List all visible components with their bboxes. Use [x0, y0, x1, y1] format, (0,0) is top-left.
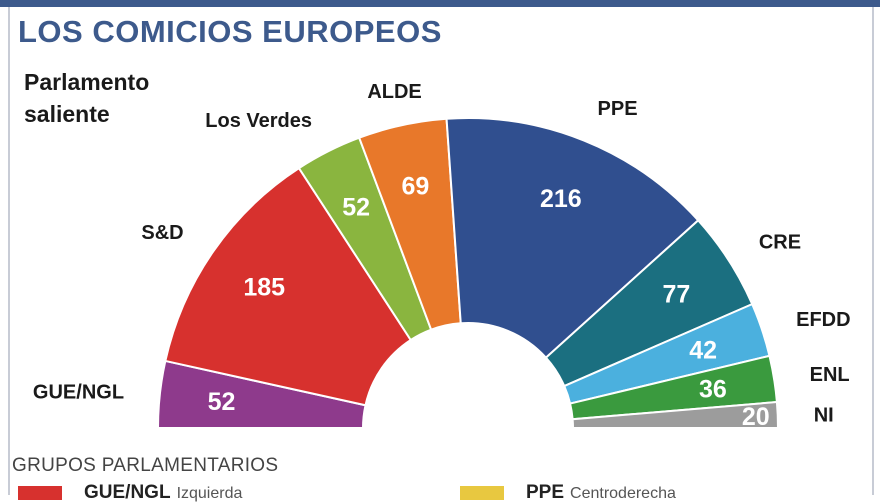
value-label: 36: [699, 376, 727, 404]
chart-subtitle: Parlamento saliente: [24, 66, 204, 130]
series-name-label: CRE: [759, 232, 801, 254]
legend-desc: Izquierda: [176, 485, 243, 502]
seat-segment-s-d: [164, 166, 413, 407]
value-label: 69: [401, 173, 429, 201]
series-name-label: ENL: [810, 364, 850, 386]
series-name-label: ALDE: [367, 81, 421, 103]
legend-swatch: [460, 485, 504, 500]
series-name-label: Los Verdes: [205, 110, 312, 132]
series-name-label: NI: [814, 404, 834, 426]
value-label: 77: [663, 281, 691, 309]
legend-name: GUE/NGL: [84, 482, 171, 503]
legend-swatch: [18, 485, 62, 500]
legend-item-gue: GUE/NGL Izquierda: [18, 482, 243, 503]
series-name-label: S&D: [141, 222, 183, 244]
subtitle-line-2: saliente: [24, 101, 110, 127]
page-title: LOS COMICIOS EUROPEOS: [18, 14, 442, 49]
value-label: 185: [243, 274, 285, 302]
legend-title: GRUPOS PARLAMENTARIOS: [12, 455, 279, 476]
legend-name: PPE: [526, 482, 565, 503]
series-name-label: EFDD: [796, 309, 850, 331]
top-rule: [0, 0, 880, 7]
series-name-label: GUE/NGL: [33, 381, 124, 403]
value-label: 216: [540, 185, 582, 213]
seat-segment-ni: [571, 400, 780, 429]
frame: [8, 7, 874, 495]
seat-segment-ppe: [445, 117, 700, 360]
legend-desc: Centroderecha: [570, 485, 676, 502]
subtitle-line-1: Parlamento: [24, 69, 150, 95]
value-label: 52: [342, 194, 370, 222]
value-label: 20: [742, 403, 770, 431]
legend-item-ppe: PPE Centroderecha: [460, 482, 676, 503]
value-label: 42: [689, 336, 717, 364]
series-name-label: PPE: [598, 98, 638, 120]
value-label: 52: [208, 388, 236, 416]
